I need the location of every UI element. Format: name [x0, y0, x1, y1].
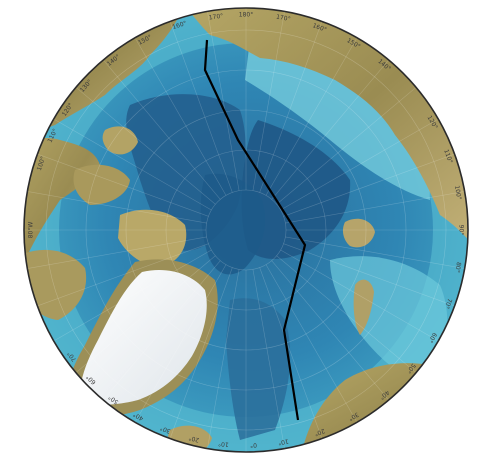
longitude-label-lon-80w: 80°W — [28, 222, 35, 239]
longitude-label-lon-10w: 10° — [218, 440, 229, 448]
longitude-label-lon-180: 180° — [239, 12, 253, 19]
longitude-label-lon-90e: 90° — [458, 225, 465, 236]
longitude-label-lon-0: 0° — [250, 441, 257, 448]
